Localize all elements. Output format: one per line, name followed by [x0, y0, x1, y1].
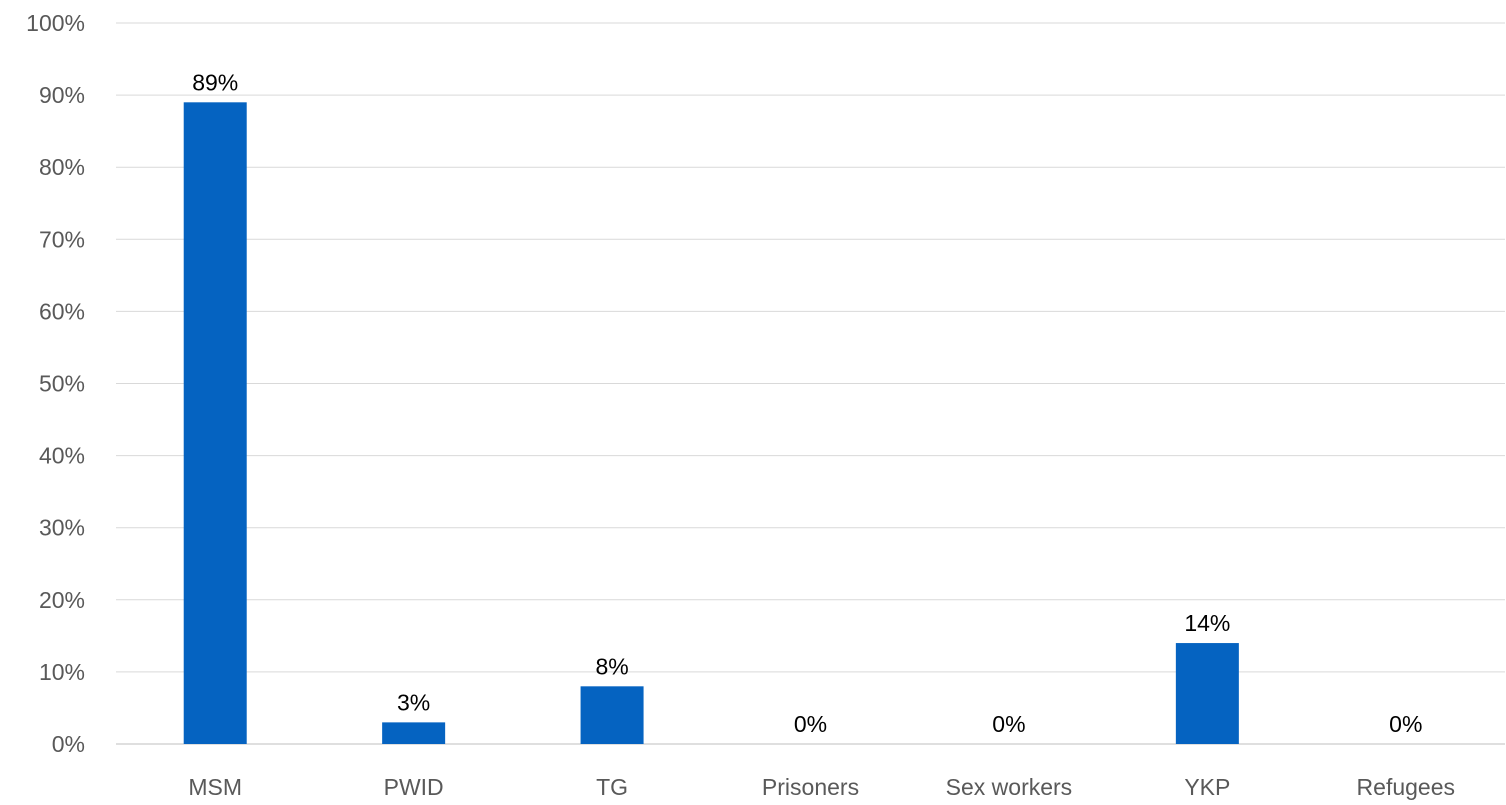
y-tick-label: 60% — [39, 298, 85, 324]
x-tick-label: Refugees — [1357, 774, 1455, 800]
x-tick-label: YKP — [1184, 774, 1230, 800]
y-tick-label: 70% — [39, 226, 85, 252]
x-tick-label: TG — [596, 774, 628, 800]
x-tick-label: MSM — [188, 774, 242, 800]
y-tick-label: 90% — [39, 82, 85, 108]
x-axis-tick-labels: MSM PWID TG Prisoners Sex workers YKP Refugees — [188, 774, 1455, 800]
bar — [1175, 643, 1239, 744]
y-tick-label: 50% — [39, 371, 85, 397]
y-tick-label: 10% — [39, 659, 85, 685]
bar — [580, 686, 644, 744]
y-tick-label: 20% — [39, 587, 85, 613]
y-tick-label: 40% — [39, 443, 85, 469]
bars — [183, 102, 1239, 744]
x-tick-label: PWID — [384, 774, 444, 800]
bar — [382, 722, 446, 744]
y-axis-tick-labels: 0% 10% 20% 30% 40% 50% 60% 70% 80% 90% 100% — [26, 10, 85, 757]
data-label: 14% — [1184, 610, 1230, 636]
x-tick-label: Prisoners — [762, 774, 859, 800]
data-label: 0% — [992, 711, 1025, 737]
data-label: 3% — [397, 689, 430, 715]
data-label: 0% — [1389, 711, 1422, 737]
y-tick-label: 30% — [39, 515, 85, 541]
data-labels: 89% 3% 8% 0% 0% 14% 0% — [192, 69, 1422, 737]
data-label: 0% — [794, 711, 827, 737]
x-tick-label: Sex workers — [946, 774, 1073, 800]
data-label: 8% — [595, 653, 628, 679]
bar — [183, 102, 247, 744]
gridlines — [116, 22, 1505, 745]
y-tick-label: 100% — [26, 10, 85, 36]
y-tick-label: 80% — [39, 154, 85, 180]
y-tick-label: 0% — [52, 731, 85, 757]
data-label: 89% — [192, 69, 238, 95]
